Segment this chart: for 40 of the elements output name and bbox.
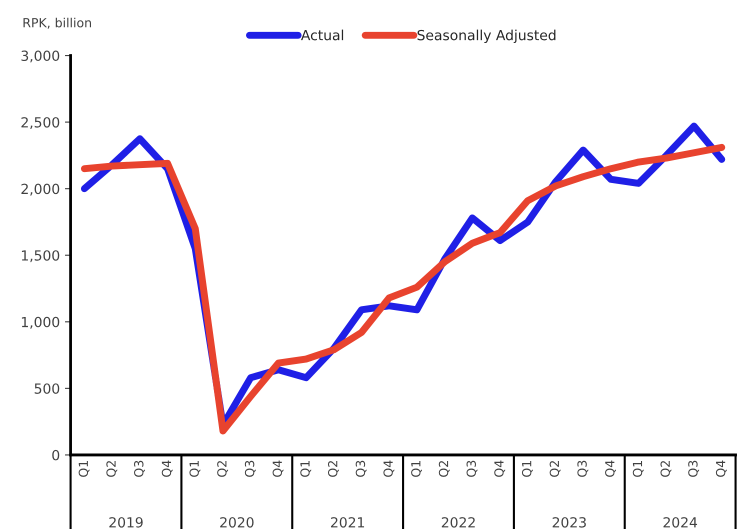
x-tick-label: Q3 <box>577 460 588 477</box>
x-tick-label: Q4 <box>716 460 727 477</box>
x-tick-label: Q4 <box>494 460 506 477</box>
legend-label: Seasonally Adjusted <box>418 30 556 44</box>
y-tick-label: 500 <box>34 383 60 394</box>
y-tick-label: 2,500 <box>21 117 60 129</box>
x-tick-label: Q3 <box>356 460 367 477</box>
x-tick-label: Q1 <box>78 460 90 477</box>
x-tick-label: Q1 <box>300 460 312 477</box>
x-tick-label: Q3 <box>244 460 256 477</box>
y-tick-label: 1,500 <box>22 250 60 262</box>
x-tick-label: Q4 <box>162 460 173 477</box>
legend-label: Actual <box>300 30 344 40</box>
text: 2020 <box>220 517 254 528</box>
x-tick-label: Q4 <box>605 460 616 477</box>
x-tick-label: Q2 <box>550 461 561 477</box>
x-tick-label: Q4 <box>383 460 394 477</box>
x-tick-label: Q1 <box>632 460 644 477</box>
text: 2022 <box>442 517 475 528</box>
x-tick-label: Q3 <box>466 460 478 477</box>
text: 2024 <box>664 517 698 528</box>
x-tick-label: Q1 <box>189 460 200 477</box>
x-tick-label: Q3 <box>688 460 700 477</box>
x-tick-label: Q2 <box>328 461 339 477</box>
x-tick-label: Q2 <box>438 461 450 477</box>
y-tick-label: 0 <box>52 450 60 460</box>
x-tick-label: Q4 <box>272 460 284 477</box>
x-tick-label: Q2 <box>106 461 118 477</box>
x-tick-label: Q1 <box>411 460 422 477</box>
text: 2019 <box>109 517 143 528</box>
text: 2021 <box>331 517 364 528</box>
x-tick-label: Q2 <box>660 461 672 477</box>
y-tick-label: 3,000 <box>21 50 60 62</box>
x-tick-label: Q3 <box>134 460 145 477</box>
y-tick-label: 2,000 <box>21 184 60 196</box>
x-tick-label: Q1 <box>522 460 533 477</box>
x-tick-label: Q2 <box>217 461 228 477</box>
y-tick-label: 1,000 <box>22 316 60 329</box>
text: 2023 <box>552 517 586 528</box>
y-axis-title: RPK, billion <box>24 18 91 29</box>
